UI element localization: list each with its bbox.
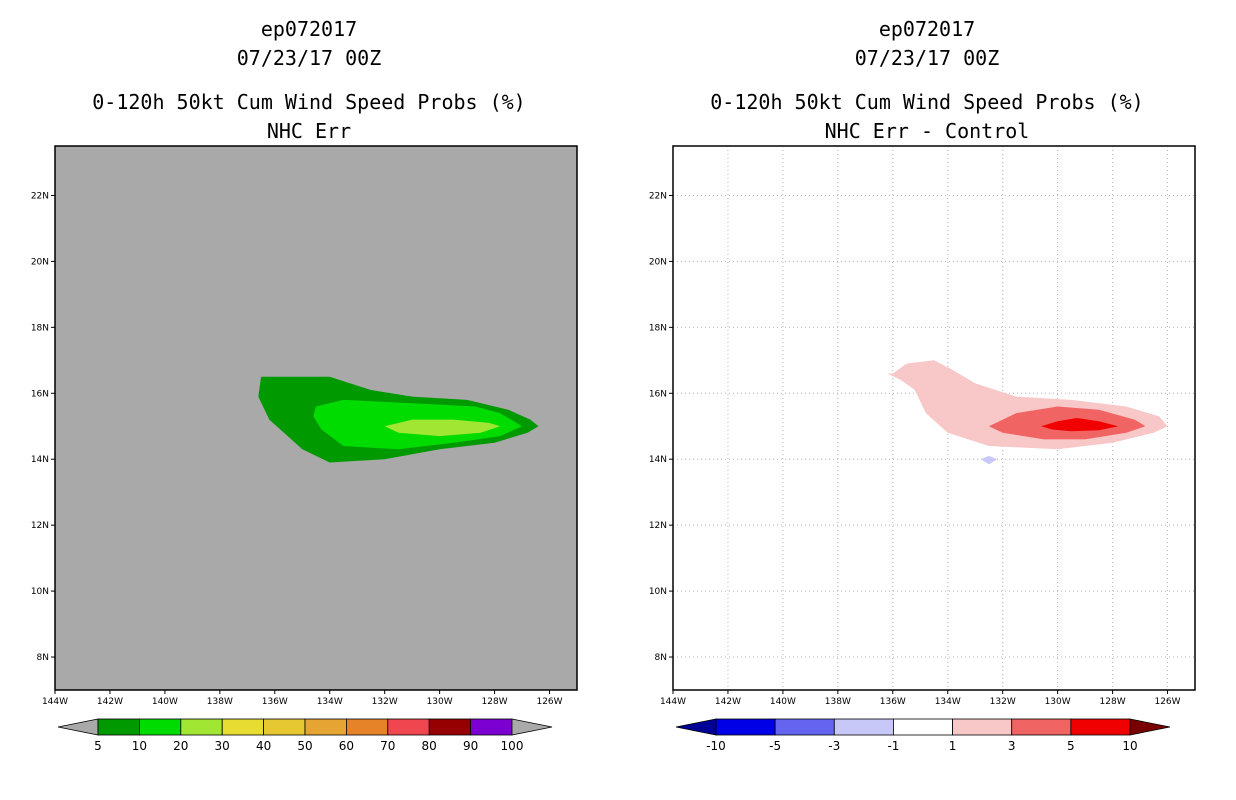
colorbar-segment [221,718,264,736]
colorbar-label: -1 [887,739,899,753]
lon-tick-label: 134W [935,697,961,707]
colorbar-label: 20 [173,739,188,753]
lon-tick-label: 140W [152,697,178,707]
probability-map: 144W 142W 140W 138W 136W 134W 132W 130W 128W 126W… [31,145,578,753]
colorbar-segment [1011,718,1072,736]
lon-tick-label: 126W [536,697,562,707]
plot-frame [54,145,578,691]
colorbar-label: 80 [422,739,437,753]
lat-tick-label: 12N [649,521,667,531]
colorbar-label: -10 [706,739,726,753]
lat-tick-label: 10N [31,587,49,597]
lon-tick-label: 130W [427,697,453,707]
lon-tick-label: 134W [317,697,343,707]
colorbar-arrow-high [1129,718,1171,736]
colorbar-segment [97,718,140,736]
colorbar-arrow-low [57,718,99,736]
lat-tick-label: 20N [649,257,667,267]
colorbar-segment [138,718,182,736]
lon-tick-label: 130W [1045,697,1071,707]
colorbar-segment [833,718,894,736]
lon-tick-label: 138W [207,697,233,707]
colorbar-arrow-high [511,718,553,736]
chart-subtitle: NHC Err - Control [824,119,1030,143]
colorbar-segment [952,718,1013,736]
colorbar-segment [470,718,513,736]
lat-tick-label: 14N [31,455,49,465]
colorbar-label: 30 [215,739,230,753]
lat-tick-label: 18N [649,323,667,333]
lon-tick-label: 144W [660,697,686,707]
lon-tick-label: 136W [880,697,906,707]
colorbar-segment [774,718,835,736]
colorbar-segment [1070,718,1131,736]
lat-tick-label: 16N [31,389,49,399]
colorbar-label: 1 [949,739,957,753]
colorbar-label: 50 [297,739,312,753]
colorbar-segment [428,718,472,736]
contour-fill [980,455,998,465]
colorbar-label: 10 [1122,739,1137,753]
lon-tick-label: 128W [482,697,508,707]
lon-tick-label: 140W [770,697,796,707]
chart-subtitle: NHC Err [266,119,352,143]
colorbar-label: -5 [769,739,781,753]
difference-map: 144W 142W 140W 138W 136W 134W 132W 130W 128W 126W… [649,145,1196,753]
lon-tick-label: 142W [715,697,741,707]
storm-id: ep072017 [878,17,976,41]
lon-tick-label: 132W [372,697,398,707]
lat-tick-label: 20N [31,257,49,267]
colorbar-label: 40 [256,739,271,753]
lon-tick-label: 128W [1100,697,1126,707]
lat-tick-label: 8N [655,653,667,663]
lat-tick-label: 8N [37,653,49,663]
colorbar-label: 5 [1067,739,1075,753]
right-panel: ep072017 07/23/17 00Z 0-120h 50kt Cum Wi… [618,0,1236,800]
contour-fill [384,419,501,437]
lat-tick-label: 18N [31,323,49,333]
lon-tick-label: 126W [1154,697,1180,707]
datetime: 07/23/17 00Z [854,46,1000,70]
contour-fill [1041,418,1119,432]
lat-tick-label: 14N [649,455,667,465]
plot-frame [672,145,1196,691]
colorbar-segment [304,718,347,736]
chart-title: 0-120h 50kt Cum Wind Speed Probs (%) [92,90,526,114]
colorbar-segment [387,718,430,736]
lon-tick-label: 138W [825,697,851,707]
lat-tick-label: 22N [31,191,49,201]
colorbar-segment [180,718,223,736]
lat-tick-label: 16N [649,389,667,399]
colorbar-label: 60 [339,739,354,753]
colorbar-arrow-low [675,718,717,736]
lat-tick-label: 22N [649,191,667,201]
lon-tick-label: 132W [990,697,1016,707]
colorbar-segment [715,718,776,736]
lat-tick-label: 10N [649,587,667,597]
colorbar-label: 3 [1008,739,1016,753]
colorbar-label: 100 [501,739,524,753]
colorbar-label: 70 [380,739,395,753]
datetime: 07/23/17 00Z [236,46,382,70]
lat-tick-label: 12N [31,521,49,531]
left-panel: ep072017 07/23/17 00Z 0-120h 50kt Cum Wi… [31,17,578,753]
colorbar-segment [263,718,306,736]
lon-tick-label: 136W [262,697,288,707]
lon-tick-label: 142W [97,697,123,707]
colorbar-label: 10 [132,739,147,753]
colorbar-label: -3 [828,739,840,753]
chart-title: 0-120h 50kt Cum Wind Speed Probs (%) [710,90,1144,114]
colorbar-label: 90 [463,739,478,753]
colorbar-label: 5 [94,739,102,753]
colorbar-segment [893,718,953,736]
colorbar-segment [345,718,389,736]
storm-id: ep072017 [260,17,358,41]
lon-tick-label: 144W [42,697,68,707]
